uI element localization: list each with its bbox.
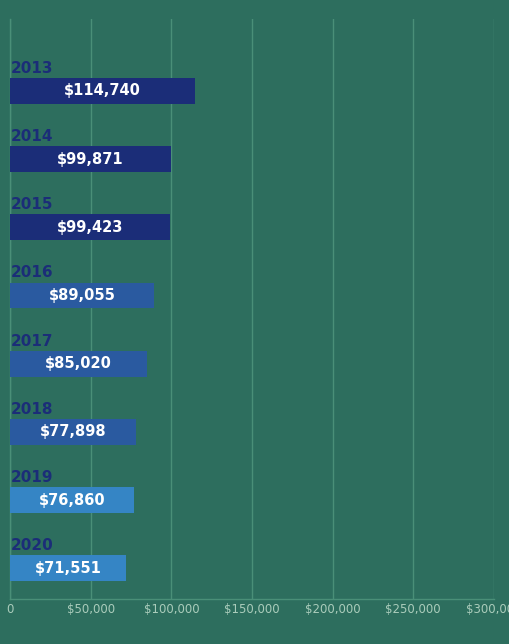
- Bar: [10, 146, 171, 172]
- Text: 2017: 2017: [11, 334, 53, 348]
- Text: 2016: 2016: [11, 265, 53, 281]
- Bar: [10, 419, 136, 445]
- Bar: [10, 351, 147, 377]
- Bar: [10, 555, 126, 581]
- Bar: [10, 283, 154, 308]
- Bar: [10, 214, 171, 240]
- Text: $71,551: $71,551: [35, 561, 101, 576]
- Text: 2020: 2020: [11, 538, 54, 553]
- Text: 2013: 2013: [11, 61, 53, 76]
- Text: $77,898: $77,898: [40, 424, 106, 439]
- Text: 2014: 2014: [11, 129, 53, 144]
- Text: 2018: 2018: [11, 402, 53, 417]
- Bar: [10, 487, 134, 513]
- Text: 2015: 2015: [11, 197, 53, 213]
- Text: 2019: 2019: [11, 470, 53, 485]
- Text: $99,871: $99,871: [58, 151, 124, 167]
- Text: $89,055: $89,055: [48, 288, 116, 303]
- Text: $85,020: $85,020: [45, 356, 112, 371]
- Text: $76,860: $76,860: [39, 493, 105, 507]
- Text: $99,423: $99,423: [57, 220, 124, 235]
- Bar: [10, 78, 195, 104]
- Text: $114,740: $114,740: [64, 84, 141, 99]
